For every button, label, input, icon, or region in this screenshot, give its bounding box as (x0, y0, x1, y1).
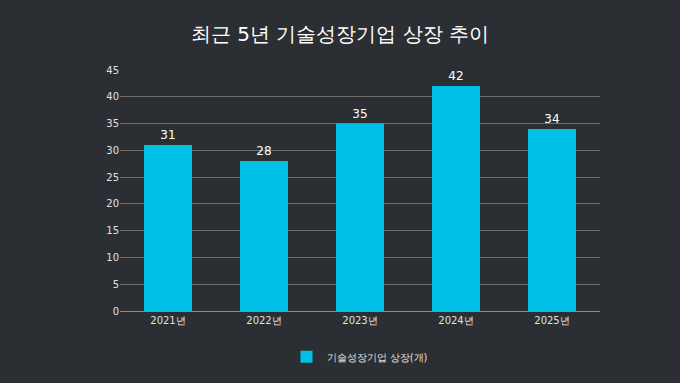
svg-text:30: 30 (106, 145, 119, 156)
svg-text:45: 45 (106, 65, 119, 76)
svg-text:5: 5 (113, 279, 119, 290)
svg-text:2022년: 2022년 (246, 315, 281, 326)
svg-text:기술성장기업 상장(개): 기술성장기업 상장(개) (327, 352, 428, 363)
svg-text:34: 34 (544, 112, 559, 126)
svg-text:2024년: 2024년 (438, 315, 473, 326)
svg-text:25: 25 (106, 172, 119, 183)
svg-text:42: 42 (448, 69, 463, 83)
svg-text:35: 35 (106, 118, 119, 129)
svg-text:28: 28 (256, 144, 271, 158)
svg-text:2021년: 2021년 (150, 315, 185, 326)
svg-text:31: 31 (160, 128, 175, 142)
svg-text:2025년: 2025년 (534, 315, 569, 326)
svg-text:0: 0 (113, 306, 119, 317)
svg-text:2023년: 2023년 (342, 315, 377, 326)
svg-text:35: 35 (352, 107, 367, 121)
svg-text:최근 5년 기술성장기업 상장 추이: 최근 5년 기술성장기업 상장 추이 (191, 22, 489, 46)
svg-text:40: 40 (106, 91, 119, 102)
svg-text:20: 20 (106, 198, 119, 209)
svg-text:10: 10 (106, 252, 119, 263)
svg-text:15: 15 (106, 225, 119, 236)
